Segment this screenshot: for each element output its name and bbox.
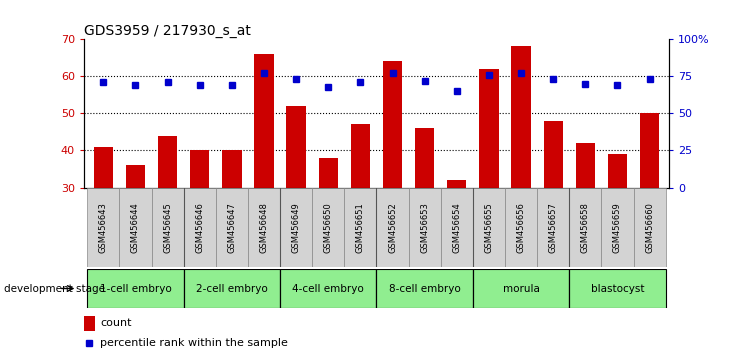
Bar	[183, 188, 216, 267]
Text: GDS3959 / 217930_s_at: GDS3959 / 217930_s_at	[84, 24, 251, 38]
Bar	[190, 150, 209, 188]
Bar	[576, 143, 595, 188]
Bar	[376, 188, 409, 267]
Bar	[447, 180, 466, 188]
Text: count: count	[100, 318, 132, 329]
Bar	[473, 269, 569, 308]
Bar	[312, 188, 344, 267]
Text: GSM456658: GSM456658	[581, 202, 590, 253]
Bar	[248, 188, 280, 267]
Bar	[512, 46, 531, 188]
Bar	[473, 188, 505, 267]
Bar	[607, 154, 627, 188]
Text: GSM456647: GSM456647	[227, 202, 236, 253]
Text: percentile rank within the sample: percentile rank within the sample	[100, 338, 288, 348]
Bar	[222, 150, 241, 188]
Text: morula: morula	[503, 284, 539, 293]
Bar	[569, 269, 666, 308]
Text: GSM456645: GSM456645	[163, 202, 172, 253]
Bar	[441, 188, 473, 267]
Text: GSM456648: GSM456648	[260, 202, 268, 253]
Bar	[87, 188, 119, 267]
Bar	[602, 188, 634, 267]
Bar	[569, 188, 602, 267]
Text: GSM456644: GSM456644	[131, 202, 140, 253]
Bar	[376, 269, 473, 308]
Text: 1-cell embryo: 1-cell embryo	[99, 284, 171, 293]
Text: GSM456646: GSM456646	[195, 202, 204, 253]
Text: 4-cell embryo: 4-cell embryo	[292, 284, 364, 293]
Bar	[505, 188, 537, 267]
Text: GSM456654: GSM456654	[452, 202, 461, 253]
Bar	[319, 158, 338, 188]
Bar	[344, 188, 376, 267]
Bar	[151, 188, 183, 267]
Text: 2-cell embryo: 2-cell embryo	[196, 284, 268, 293]
Text: GSM456643: GSM456643	[99, 202, 108, 253]
Bar	[409, 188, 441, 267]
Text: GSM456660: GSM456660	[645, 202, 654, 253]
Bar	[634, 188, 666, 267]
Text: development stage: development stage	[4, 284, 105, 293]
Text: GSM456655: GSM456655	[485, 202, 493, 253]
Bar	[126, 165, 145, 188]
Text: blastocyst: blastocyst	[591, 284, 644, 293]
Bar	[84, 316, 94, 331]
Bar	[280, 188, 312, 267]
Bar	[216, 188, 248, 267]
Bar	[415, 128, 434, 188]
Text: GSM456659: GSM456659	[613, 202, 622, 253]
Bar	[254, 54, 273, 188]
Bar	[87, 269, 183, 308]
Bar	[287, 106, 306, 188]
Text: GSM456657: GSM456657	[549, 202, 558, 253]
Bar	[640, 113, 659, 188]
Bar	[158, 136, 177, 188]
Text: GSM456652: GSM456652	[388, 202, 397, 253]
Bar	[544, 121, 563, 188]
Bar	[480, 69, 499, 188]
Text: GSM456651: GSM456651	[356, 202, 365, 253]
Bar	[183, 269, 280, 308]
Text: GSM456650: GSM456650	[324, 202, 333, 253]
Text: GSM456649: GSM456649	[292, 202, 300, 253]
Text: GSM456653: GSM456653	[420, 202, 429, 253]
Bar	[537, 188, 569, 267]
Bar	[351, 125, 370, 188]
Bar	[280, 269, 376, 308]
Text: GSM456656: GSM456656	[517, 202, 526, 253]
Text: 8-cell embryo: 8-cell embryo	[389, 284, 461, 293]
Bar	[94, 147, 113, 188]
Bar	[383, 61, 402, 188]
Bar	[119, 188, 151, 267]
